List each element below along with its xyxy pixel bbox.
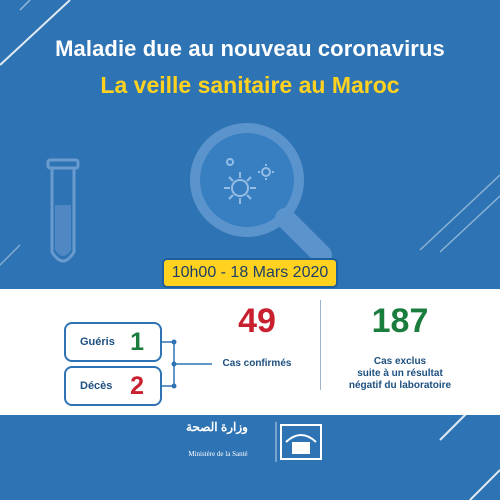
excluded-label-line1: Cas exclus xyxy=(373,356,427,367)
title-line1: Maladie due au nouveau coronavirus xyxy=(55,36,445,61)
test-tube-icon xyxy=(46,158,80,263)
excluded-label-line3: négatif du laboratoire xyxy=(348,380,452,391)
recovered-pill: Guéris 1 xyxy=(64,322,162,362)
confirmed-value: 49 xyxy=(238,302,276,340)
confirmed-label: Cas confirmés xyxy=(222,358,292,369)
virus-icon xyxy=(224,158,274,204)
magnifier-icon xyxy=(190,123,332,265)
recovered-label: Guéris xyxy=(80,336,115,348)
deaths-pill: Décès 2 xyxy=(64,366,162,406)
excluded-label: Cas exclus suite à un résultat négatif d… xyxy=(330,356,470,392)
ministry-french-name: Ministère de la Santé xyxy=(188,450,248,458)
excluded-label-line2: suite à un résultat xyxy=(357,368,443,379)
bracket-connector xyxy=(162,339,212,389)
ministry-arabic-name: وزارة الصحة xyxy=(186,420,248,434)
date-badge: 10h00 - 18 Mars 2020 xyxy=(162,258,338,288)
recovered-value: 1 xyxy=(130,328,144,356)
title-line2: La veille sanitaire au Maroc xyxy=(100,72,400,98)
ministry-logo-icon xyxy=(275,422,322,462)
deaths-label: Décès xyxy=(80,380,113,392)
excluded-value: 187 xyxy=(371,302,429,340)
deaths-value: 2 xyxy=(130,372,144,400)
divider xyxy=(320,300,321,390)
